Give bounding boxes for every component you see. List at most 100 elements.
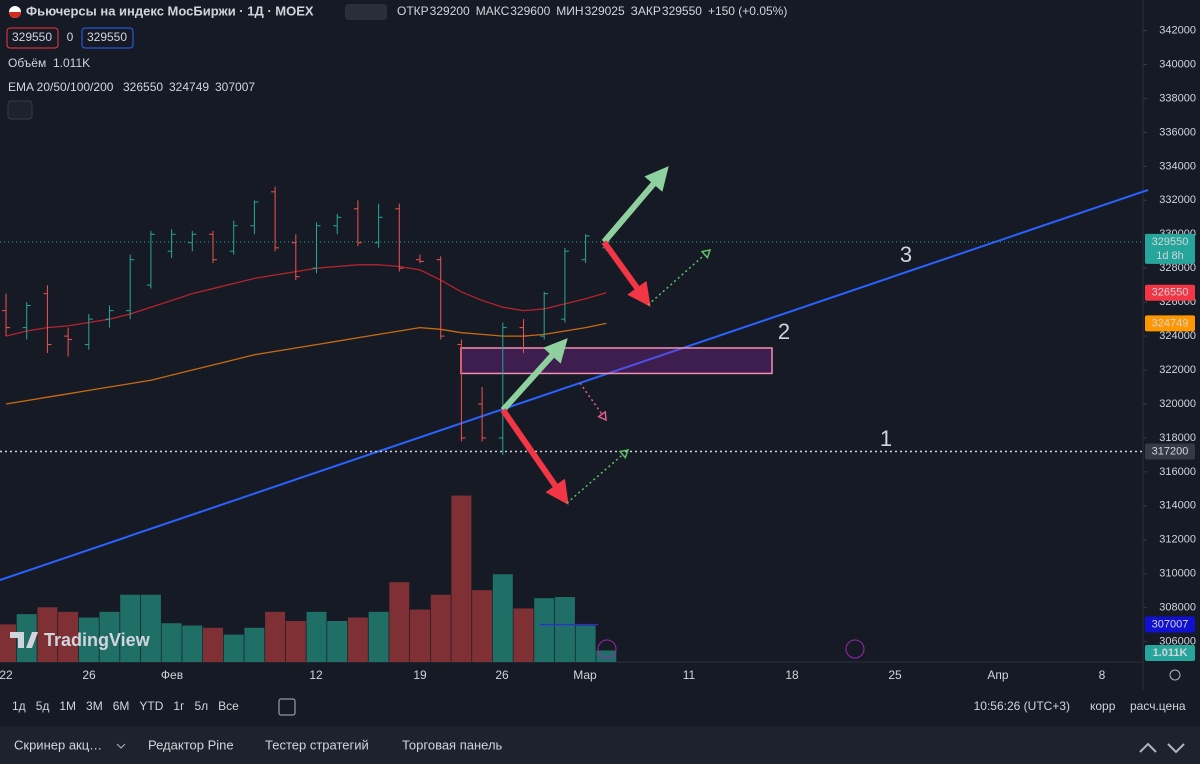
- volume-bar: [472, 590, 493, 662]
- x-tick-label: Фев: [161, 668, 183, 682]
- toolbar: [0, 690, 1200, 724]
- countdown: 1d 8h: [1156, 250, 1184, 262]
- y-tick-label: 310000: [1159, 568, 1196, 580]
- flag: [9, 12, 21, 18]
- volume-bar: [99, 611, 120, 662]
- sell-box[interactable]: [6, 27, 59, 49]
- price-tag: [1145, 284, 1195, 301]
- x-tick-label: 26: [82, 668, 96, 682]
- volume-bar: [0, 624, 16, 662]
- tab[interactable]: Тестер стратегий: [265, 737, 369, 752]
- volume-bar: [368, 611, 389, 662]
- ohlc-label: МАКС: [476, 4, 510, 18]
- y-tick-label: 334000: [1159, 160, 1196, 172]
- badge[interactable]: [345, 4, 387, 20]
- x-tick-label: 18: [785, 668, 799, 682]
- price-tag: [1145, 443, 1195, 460]
- range-button[interactable]: 1M: [59, 699, 76, 713]
- x-tick-label: 19: [413, 668, 427, 682]
- range-button[interactable]: 5д: [36, 699, 50, 713]
- volume-bar: [37, 607, 58, 662]
- x-tick-label: 26: [495, 668, 509, 682]
- ema-value: 307007: [215, 80, 255, 94]
- range-button[interactable]: YTD: [139, 699, 163, 713]
- range-button[interactable]: 6M: [113, 699, 130, 713]
- settings-icon[interactable]: [1169, 669, 1181, 681]
- ema-line: [5, 322, 607, 405]
- volume-bar: [140, 594, 161, 662]
- buy-box[interactable]: [81, 27, 134, 49]
- volume-bar: [389, 582, 410, 662]
- ohlc-label: ОТКР: [397, 4, 429, 18]
- ohlc-label: МИН: [556, 4, 583, 18]
- arrow-shaft: [601, 240, 640, 290]
- y-tick-label: 338000: [1159, 92, 1196, 104]
- collapse-button[interactable]: [7, 100, 33, 120]
- event-icon[interactable]: [845, 639, 865, 659]
- tab[interactable]: Скринер акц…: [14, 737, 102, 752]
- volume-label: Объём: [8, 56, 46, 70]
- x-tick-label: 25: [888, 668, 902, 682]
- x-tick-label: 8: [1099, 668, 1106, 682]
- sell-price: 329550: [12, 30, 52, 44]
- x-tick-label: Мар: [573, 668, 597, 682]
- volume-bar: [223, 634, 244, 662]
- ohlc-value: 329200: [430, 4, 470, 18]
- tab[interactable]: Редактор Pine: [148, 737, 234, 752]
- price-tag-label: 317200: [1152, 445, 1189, 457]
- volume-bar: [16, 614, 37, 662]
- price-tag: [1145, 616, 1195, 633]
- range-button[interactable]: 3M: [86, 699, 103, 713]
- tab[interactable]: Торговая панель: [402, 737, 503, 752]
- ohlc-value: 329550: [662, 4, 702, 18]
- arrow-head: [543, 338, 568, 364]
- zone: [460, 347, 773, 375]
- x-tick-label: 11: [683, 668, 696, 682]
- calendar-icon[interactable]: [278, 698, 296, 716]
- title: Фьючерсы на индекс МосБиржи · 1Д · MOEX: [26, 3, 314, 18]
- price-tag: [1145, 233, 1195, 264]
- spread: 0: [67, 30, 74, 44]
- y-tick-label: 318000: [1159, 432, 1196, 444]
- panel-controls[interactable]: [1139, 742, 1185, 754]
- buy-price: 329550: [87, 30, 127, 44]
- arrow-shaft: [601, 181, 657, 244]
- logo: TradingView: [44, 630, 151, 650]
- range-button[interactable]: 1г: [173, 699, 185, 713]
- arrow-head: [545, 478, 569, 505]
- volume-bar: [58, 611, 79, 662]
- price-tag-label: 307007: [1152, 618, 1189, 630]
- x-tick-label: 22: [0, 668, 13, 682]
- x-tick-label: Апр: [987, 668, 1009, 682]
- event-icon[interactable]: [597, 639, 617, 659]
- ema-value: 326550: [123, 80, 163, 94]
- volume-bar: [596, 650, 617, 662]
- arrow-head: [644, 166, 669, 192]
- clock: 10:56:26 (UTC+3): [974, 699, 1070, 713]
- volume-bar: [327, 620, 348, 662]
- y-tick-label: 314000: [1159, 500, 1196, 512]
- y-tick-label: 332000: [1159, 194, 1196, 206]
- volume-bar: [265, 611, 286, 662]
- range-button[interactable]: Все: [218, 699, 239, 713]
- y-tick-label: 306000: [1159, 636, 1196, 648]
- volume-bar: [513, 608, 534, 662]
- price-tag: [1145, 315, 1195, 332]
- volume-bar: [120, 594, 141, 662]
- arrow-head: [627, 280, 651, 307]
- volume-bar: [451, 495, 472, 662]
- dropdown: [116, 743, 126, 749]
- toggle[interactable]: расч.цена: [1130, 699, 1186, 713]
- x-tick-label: 12: [309, 668, 323, 682]
- volume-bar: [161, 623, 182, 662]
- range-button[interactable]: 5л: [194, 699, 208, 713]
- arrow-shaft: [566, 454, 624, 504]
- volume-bar: [285, 620, 306, 662]
- y-tick-label: 342000: [1159, 24, 1196, 36]
- volume-bar: [347, 617, 368, 662]
- arrow-shaft: [500, 353, 555, 413]
- y-tick-label: 316000: [1159, 466, 1196, 478]
- ema-label: EMA 20/50/100/200: [8, 80, 114, 94]
- toggle[interactable]: корр: [1090, 699, 1116, 713]
- range-button[interactable]: 1д: [12, 699, 26, 713]
